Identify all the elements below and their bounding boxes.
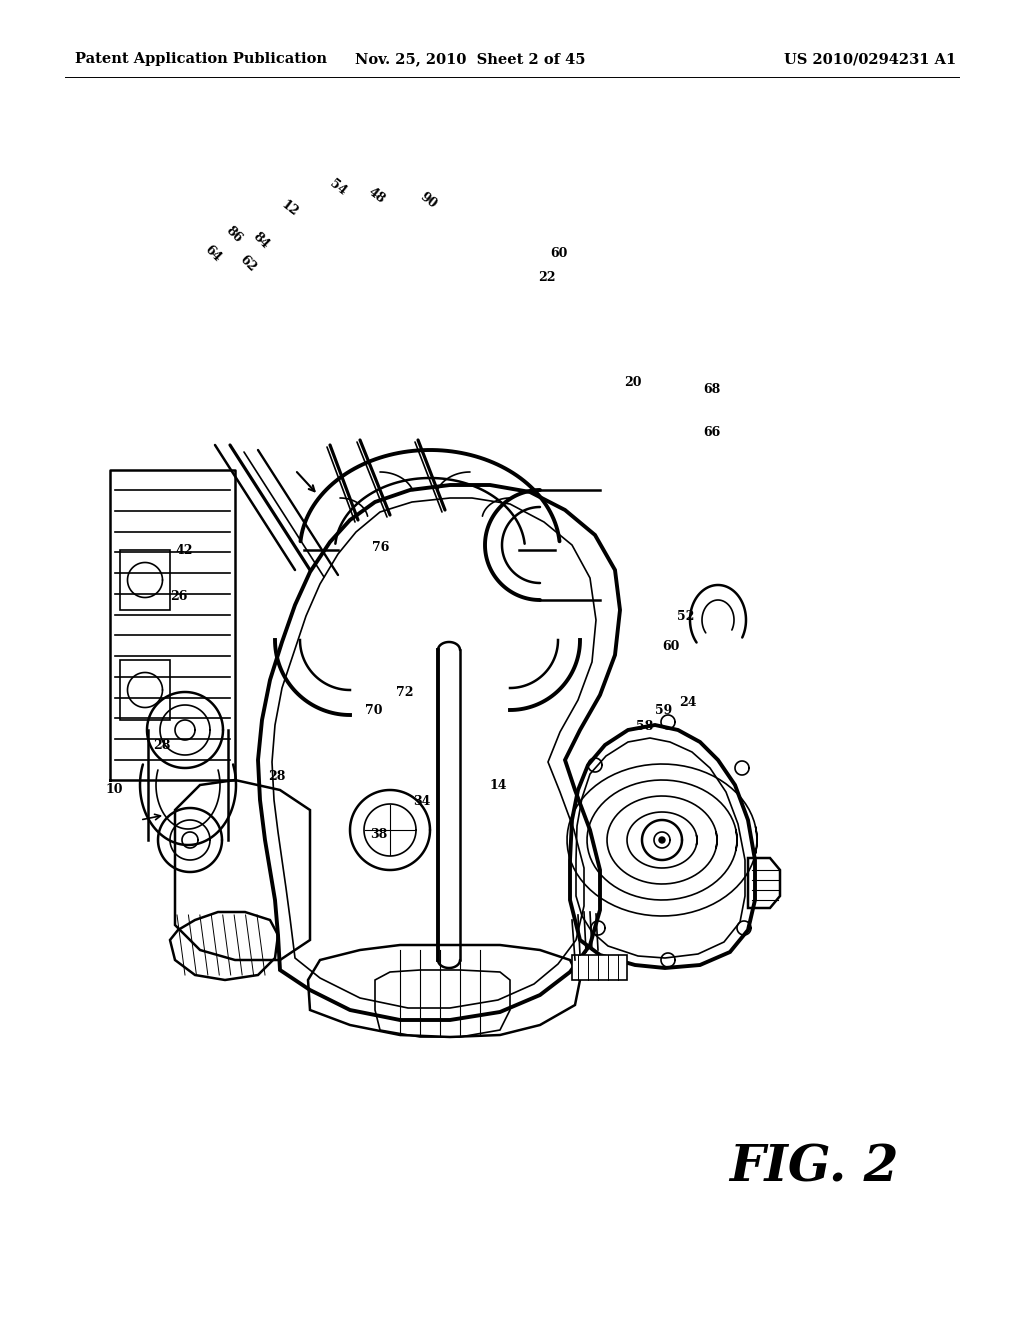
Text: 76: 76 — [373, 541, 389, 554]
Text: 60: 60 — [551, 247, 567, 260]
Text: 26: 26 — [171, 590, 187, 603]
Text: 64: 64 — [203, 243, 223, 264]
Text: 34: 34 — [414, 795, 430, 808]
Text: 48: 48 — [366, 185, 388, 206]
Circle shape — [659, 837, 665, 843]
Text: 28: 28 — [154, 739, 170, 752]
Text: 52: 52 — [678, 610, 694, 623]
Text: 54: 54 — [327, 177, 349, 198]
Text: 10: 10 — [105, 783, 124, 796]
Text: 38: 38 — [371, 828, 387, 841]
Text: 90: 90 — [417, 190, 439, 211]
Text: FIG. 2: FIG. 2 — [729, 1143, 899, 1193]
Text: 72: 72 — [395, 686, 414, 700]
Bar — [120, 550, 170, 610]
Text: 58: 58 — [637, 719, 653, 733]
Text: 84: 84 — [251, 230, 271, 251]
Text: Patent Application Publication: Patent Application Publication — [75, 53, 327, 66]
Text: Nov. 25, 2010  Sheet 2 of 45: Nov. 25, 2010 Sheet 2 of 45 — [354, 53, 586, 66]
Text: 70: 70 — [365, 704, 383, 717]
Text: 59: 59 — [655, 704, 672, 717]
Text: 66: 66 — [703, 426, 720, 440]
Text: 14: 14 — [489, 779, 508, 792]
Text: US 2010/0294231 A1: US 2010/0294231 A1 — [784, 53, 956, 66]
Text: 28: 28 — [268, 770, 285, 783]
Text: 20: 20 — [624, 376, 642, 389]
Text: 22: 22 — [538, 271, 556, 284]
Text: 12: 12 — [279, 198, 301, 219]
Text: 68: 68 — [703, 383, 720, 396]
Text: 42: 42 — [175, 544, 194, 557]
Text: 62: 62 — [238, 253, 258, 275]
Bar — [572, 954, 627, 979]
Text: 86: 86 — [223, 224, 244, 246]
Bar — [120, 660, 170, 719]
Text: 60: 60 — [663, 640, 679, 653]
Text: 24: 24 — [679, 696, 697, 709]
